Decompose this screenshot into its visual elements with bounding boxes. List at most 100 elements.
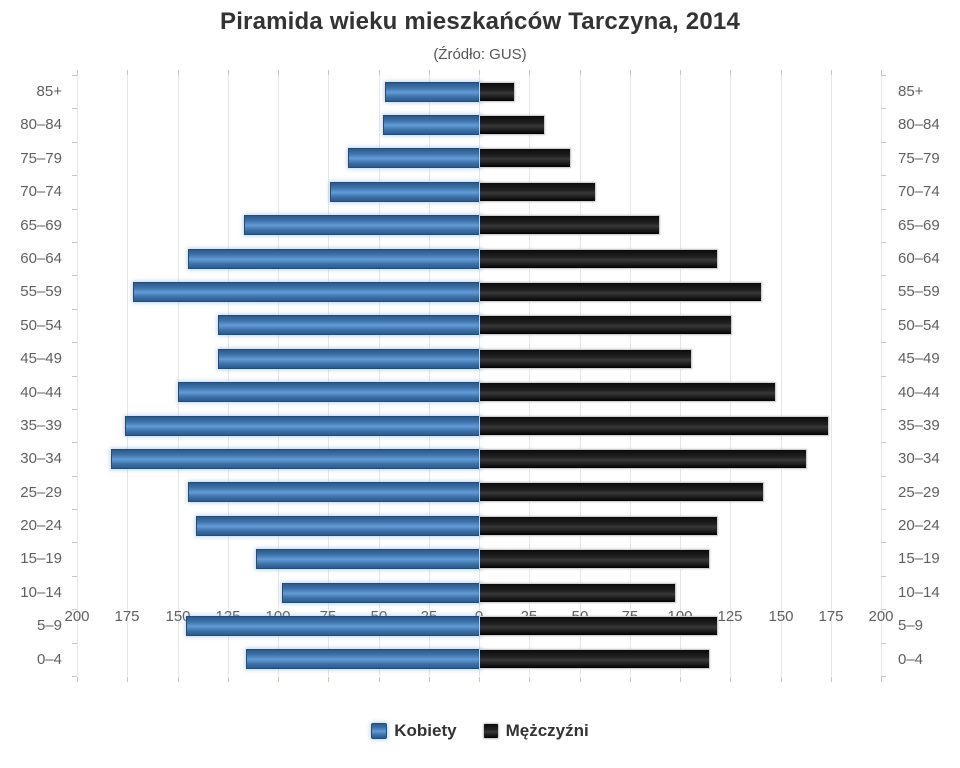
legend-item-mezczyzni[interactable]: Mężczyźni (482, 721, 589, 741)
axis-tick (72, 242, 77, 243)
bar-mezczyzni-25-29[interactable] (479, 482, 764, 503)
axis-tick (72, 476, 77, 477)
age-group-label-50-54: 50–54 (20, 316, 62, 334)
axis-tick (72, 75, 77, 76)
grid-line (730, 75, 731, 676)
bar-kobiety-15-19[interactable] (256, 549, 481, 570)
bar-mezczyzni-80-84[interactable] (479, 115, 545, 136)
bar-kobiety-65-69[interactable] (244, 215, 481, 236)
axis-tick (72, 643, 77, 644)
axis-tick (328, 70, 329, 75)
age-group-label-15-19: 15–19 (20, 550, 62, 568)
y-axis-labels-right: 85+ 80–84 75–79 70–74 65–69 60–64 55–59 50–54 45… (890, 75, 960, 676)
axis-tick (328, 677, 329, 682)
bar-mezczyzni-30-34[interactable] (479, 448, 807, 469)
grid-line (529, 75, 530, 676)
axis-tick (72, 609, 77, 610)
axis-tick (580, 70, 581, 75)
bar-mezczyzni-85plus[interactable] (479, 81, 515, 102)
bar-kobiety-5-9[interactable] (186, 615, 481, 636)
bar-kobiety-75-79[interactable] (348, 148, 481, 169)
bar-mezczyzni-60-64[interactable] (479, 248, 718, 269)
axis-tick (881, 509, 886, 510)
bar-kobiety-45-49[interactable] (218, 348, 481, 369)
bar-mezczyzni-0-4[interactable] (479, 649, 710, 670)
axis-tick (479, 677, 480, 682)
bar-mezczyzni-15-19[interactable] (479, 549, 710, 570)
bar-kobiety-0-4[interactable] (246, 649, 481, 670)
bar-kobiety-40-44[interactable] (178, 382, 481, 403)
legend-label-mezczyzni: Mężczyźni (505, 721, 589, 740)
age-group-label-55-59: 55–59 (898, 283, 940, 301)
bar-mezczyzni-75-79[interactable] (479, 148, 571, 169)
age-group-label-0-4: 0–4 (36, 650, 62, 668)
age-group-label-20-24: 20–24 (898, 517, 940, 535)
chart-subtitle: (Źródło: GUS) (433, 46, 527, 63)
age-group-label-60-64: 60–64 (20, 249, 62, 267)
bar-mezczyzni-35-39[interactable] (479, 415, 829, 436)
bar-mezczyzni-45-49[interactable] (479, 348, 692, 369)
grid-line (580, 75, 581, 676)
chart-title: Piramida wieku mieszkańców Tarczyna, 201… (219, 8, 740, 35)
bar-kobiety-25-29[interactable] (188, 482, 481, 503)
bar-mezczyzni-70-74[interactable] (479, 181, 596, 202)
age-group-label-20-24: 20–24 (20, 517, 62, 535)
axis-tick (881, 677, 882, 682)
axis-tick (72, 542, 77, 543)
age-group-label-5-9: 5–9 (36, 617, 62, 635)
axis-tick (881, 275, 886, 276)
axis-tick (881, 576, 886, 577)
axis-tick (72, 376, 77, 377)
bar-kobiety-85plus[interactable] (385, 81, 481, 102)
axis-tick (77, 70, 78, 75)
age-group-label-25-29: 25–29 (898, 483, 940, 501)
legend-item-kobiety[interactable]: Kobiety (371, 721, 457, 741)
bar-kobiety-35-39[interactable] (125, 415, 481, 436)
age-group-label-10-14: 10–14 (20, 583, 62, 601)
bar-kobiety-10-14[interactable] (282, 582, 481, 603)
grid-line (429, 75, 430, 676)
age-group-label-75-79: 75–79 (20, 149, 62, 167)
age-group-label-60-64: 60–64 (898, 249, 940, 267)
axis-tick (730, 70, 731, 75)
axis-tick (881, 643, 886, 644)
age-group-label-80-84: 80–84 (20, 116, 62, 134)
bar-kobiety-70-74[interactable] (330, 181, 481, 202)
age-group-label-5-9: 5–9 (898, 617, 924, 635)
axis-tick (680, 677, 681, 682)
bar-kobiety-50-54[interactable] (218, 315, 481, 336)
bar-kobiety-60-64[interactable] (188, 248, 481, 269)
bar-mezczyzni-65-69[interactable] (479, 215, 660, 236)
bar-mezczyzni-55-59[interactable] (479, 282, 762, 303)
y-axis-labels-left: 85+ 80–84 75–79 70–74 65–69 60–64 55–59 50–54 45… (0, 75, 70, 676)
bar-mezczyzni-10-14[interactable] (479, 582, 676, 603)
age-group-label-85plus: 85+ (898, 83, 924, 100)
bar-kobiety-80-84[interactable] (383, 115, 481, 136)
x-axis-tick-label: 175 (818, 608, 844, 625)
age-group-label-55-59: 55–59 (20, 283, 62, 301)
age-group-label-80-84: 80–84 (898, 116, 940, 134)
grid-line (379, 75, 380, 676)
x-axis-tick-label: 200 (64, 608, 90, 625)
grid-line (278, 75, 279, 676)
age-group-label-10-14: 10–14 (898, 583, 940, 601)
bar-kobiety-30-34[interactable] (111, 448, 481, 469)
kobiety-swatch-icon (371, 723, 388, 739)
axis-tick (680, 70, 681, 75)
bar-kobiety-20-24[interactable] (196, 515, 481, 536)
axis-tick (429, 70, 430, 75)
grid-line (630, 75, 631, 676)
x-axis-tick-label: 175 (114, 608, 140, 625)
bar-mezczyzni-50-54[interactable] (479, 315, 732, 336)
bar-kobiety-55-59[interactable] (133, 282, 481, 303)
x-axis-tick-label: 200 (868, 608, 894, 625)
age-group-label-70-74: 70–74 (898, 183, 940, 201)
bar-mezczyzni-5-9[interactable] (479, 615, 718, 636)
grid-line (781, 75, 782, 676)
bar-mezczyzni-40-44[interactable] (479, 382, 776, 403)
axis-tick (881, 476, 886, 477)
axis-tick (881, 676, 886, 677)
bar-mezczyzni-20-24[interactable] (479, 515, 718, 536)
axis-tick (580, 677, 581, 682)
